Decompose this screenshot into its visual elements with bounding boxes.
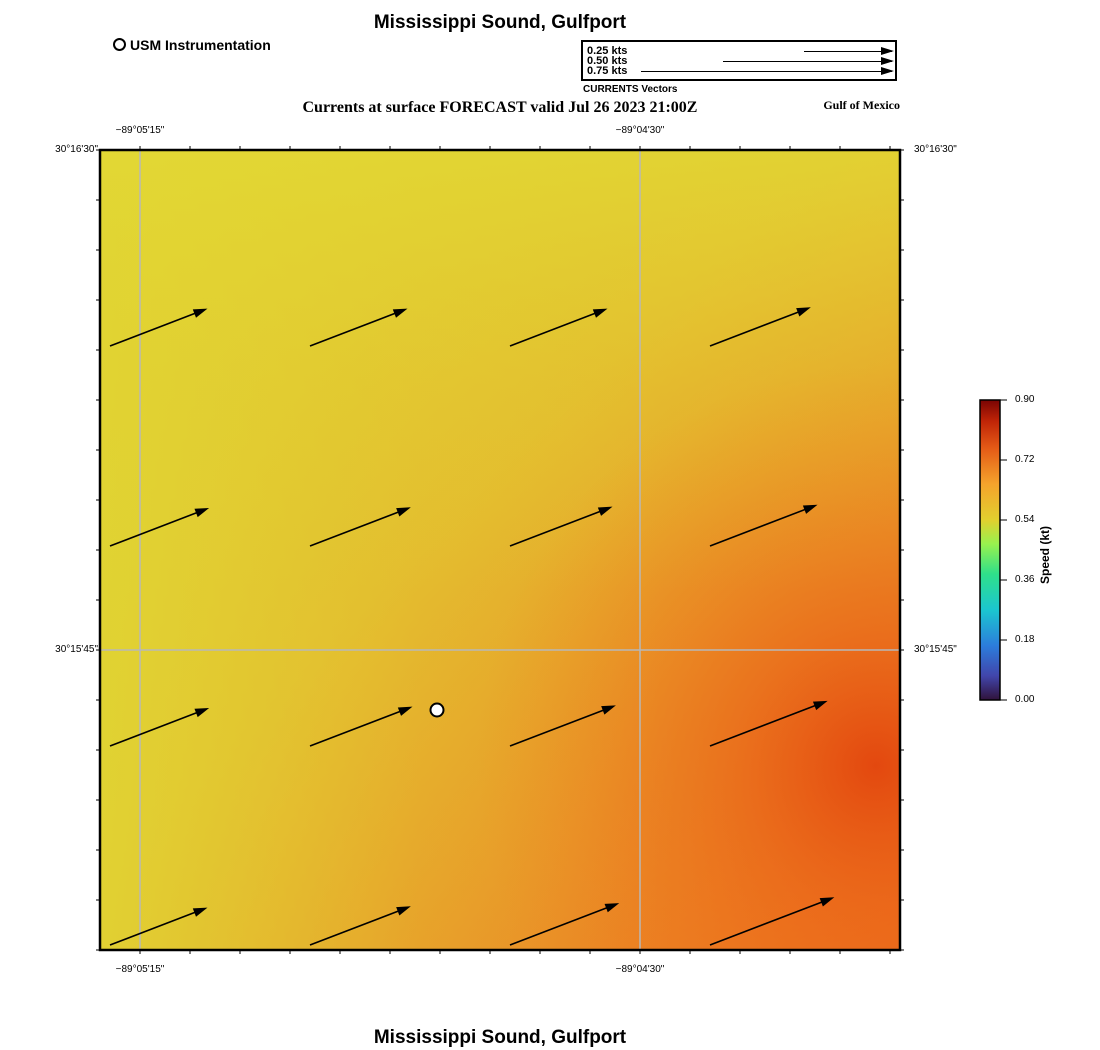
station-legend-icon [113,38,126,51]
current-vector-shaft [309,709,404,747]
current-vectors [109,307,835,946]
current-vector-shaft [309,510,402,547]
current-vector-shaft [509,708,607,747]
speed-colorbar [979,399,1007,701]
current-vector-shaft [509,311,599,347]
current-vector-head [194,507,210,518]
footer-title: Mississippi Sound, Gulfport [373,1027,627,1048]
vector-key-arrow-3 [641,67,894,75]
current-vector-head [392,308,408,318]
forecast-subtitle: Currents at surface FORECAST valid Jul 2… [302,99,698,116]
region-label: Gulf of Mexico [823,98,900,112]
current-vector-shaft [109,311,199,347]
lon-tick-bottom-1: −89°05'15" [115,964,165,975]
frame-ticks [96,146,904,954]
current-vector-shaft [109,910,199,946]
map-title: Mississippi Sound, Gulfport [373,12,627,33]
lon-tick-top-2: −89°04'30" [615,125,665,136]
current-vector-head [194,707,210,718]
current-vector-head [819,897,835,907]
current-vector-head [604,903,620,913]
colorbar-tick-4: 0.18 [1015,634,1035,645]
lat-tick-right-2: 30°15'45" [914,644,957,655]
vector-key-arrow-1 [804,47,894,55]
graticule [100,150,900,950]
lon-tick-bottom-2: −89°04'30" [615,964,665,975]
current-vector-shaft [509,509,604,547]
lat-tick-right-1: 30°16'30" [914,144,957,155]
current-vector-head [192,308,208,318]
colorbar-axis-label: Speed (kt) [1038,525,1052,584]
current-vector-head [396,507,411,517]
colorbar-ticks [1000,399,1007,701]
colorbar-tick-1: 0.72 [1015,454,1035,465]
colorbar-tick-0: 0.90 [1015,394,1035,405]
lon-tick-top-1: −89°05'15" [115,125,165,136]
current-vector-head [796,307,811,317]
current-vector-shaft [309,311,399,347]
current-vector-shaft [109,710,201,747]
current-vector-head [802,504,818,514]
vector-key-arrow-2 [723,57,894,65]
vector-key-label-2: 0.50 kts [587,55,628,67]
colorbar-gradient [979,399,1001,701]
current-vector-shaft [109,510,201,547]
current-vector-head [812,700,828,711]
current-vector-head [597,506,613,516]
current-speed-map [96,146,904,954]
speed-field [100,150,900,950]
usm-instrumentation-station[interactable] [429,702,445,718]
colorbar-tick-3: 0.36 [1015,574,1035,585]
vector-key-label-1: 0.25 kts [587,45,628,57]
lat-tick-left-2: 30°15'45" [55,644,98,655]
current-vector-shaft [709,703,819,747]
current-vector-shaft [709,507,809,547]
vector-key-label-3: 0.75 kts [587,65,628,77]
current-vector-head [396,906,411,916]
station-legend-label: USM Instrumentation [130,37,271,53]
colorbar-tick-5: 0.00 [1015,694,1035,705]
colorbar-tick-2: 0.54 [1015,514,1035,525]
current-vector-head [397,706,413,716]
lat-tick-left-1: 30°16'30" [55,144,98,155]
current-vector-head [592,308,608,318]
current-vector-shaft [509,905,611,946]
current-vector-shaft [709,900,826,946]
vector-key: 0.25 kts 0.50 kts 0.75 kts [581,40,897,81]
current-vector-shaft [709,310,802,347]
current-vector-head [192,907,208,917]
vector-key-caption: CURRENTS Vectors [583,84,678,95]
current-vector-head [601,705,616,715]
current-vector-shaft [309,909,402,946]
